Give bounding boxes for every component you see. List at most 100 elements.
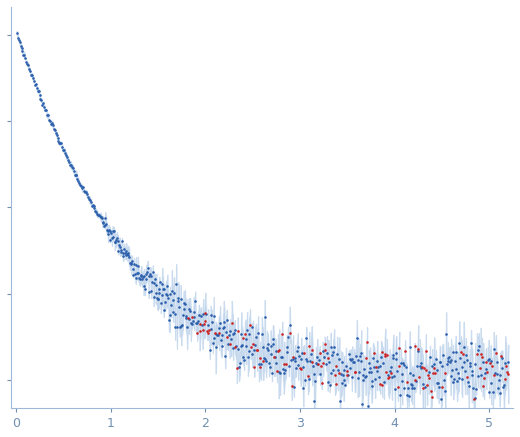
Point	[472, 385, 480, 392]
Point	[147, 287, 155, 294]
Point	[282, 348, 291, 355]
Point	[293, 343, 302, 350]
Point	[253, 346, 262, 353]
Point	[496, 371, 504, 378]
Point	[424, 374, 433, 381]
Point	[431, 370, 439, 377]
Point	[453, 378, 461, 385]
Point	[438, 363, 447, 370]
Point	[54, 138, 62, 145]
Point	[387, 363, 395, 370]
Point	[194, 318, 202, 325]
Point	[121, 249, 129, 256]
Point	[229, 345, 238, 352]
Point	[370, 350, 378, 357]
Point	[16, 39, 24, 46]
Point	[67, 161, 75, 168]
Point	[133, 269, 141, 276]
Point	[246, 322, 254, 329]
Point	[379, 381, 387, 388]
Point	[149, 268, 157, 275]
Point	[306, 358, 314, 365]
Point	[89, 203, 98, 210]
Point	[301, 377, 309, 384]
Point	[271, 348, 280, 355]
Point	[454, 375, 463, 382]
Point	[354, 356, 362, 363]
Point	[457, 349, 465, 356]
Point	[480, 375, 488, 382]
Point	[449, 378, 458, 385]
Point	[471, 361, 479, 368]
Point	[488, 362, 497, 369]
Point	[489, 388, 497, 395]
Point	[63, 154, 71, 161]
Point	[210, 313, 218, 320]
Point	[245, 331, 254, 338]
Point	[214, 332, 222, 339]
Point	[365, 360, 373, 367]
Point	[109, 227, 117, 234]
Point	[102, 226, 111, 233]
Point	[185, 316, 193, 323]
Point	[239, 335, 247, 342]
Point	[376, 381, 384, 388]
Point	[51, 130, 60, 137]
Point	[98, 215, 106, 222]
Point	[478, 382, 487, 389]
Point	[56, 140, 64, 147]
Point	[146, 271, 154, 277]
Point	[417, 359, 425, 366]
Point	[280, 361, 289, 368]
Point	[33, 87, 42, 94]
Point	[259, 357, 267, 364]
Point	[362, 355, 371, 362]
Point	[239, 354, 248, 361]
Point	[206, 346, 214, 353]
Point	[356, 357, 365, 364]
Point	[357, 350, 366, 357]
Point	[180, 305, 188, 312]
Point	[45, 117, 53, 124]
Point	[31, 81, 39, 88]
Point	[178, 322, 186, 329]
Point	[158, 281, 166, 288]
Point	[188, 314, 197, 321]
Point	[154, 295, 162, 302]
Point	[175, 303, 183, 310]
Point	[23, 60, 31, 67]
Point	[372, 368, 381, 375]
Point	[316, 349, 324, 356]
Point	[181, 315, 190, 322]
Point	[435, 358, 444, 365]
Point	[152, 281, 161, 288]
Point	[286, 329, 294, 336]
Point	[144, 265, 152, 272]
Point	[165, 312, 174, 319]
Point	[285, 322, 294, 329]
Point	[476, 351, 485, 358]
Point	[433, 380, 441, 387]
Point	[117, 248, 125, 255]
Point	[72, 171, 81, 178]
Point	[340, 377, 348, 384]
Point	[233, 364, 241, 371]
Point	[219, 318, 228, 325]
Point	[14, 34, 22, 41]
Point	[90, 205, 99, 212]
Point	[283, 344, 292, 351]
Point	[21, 54, 30, 61]
Point	[171, 324, 179, 331]
Point	[25, 65, 33, 72]
Point	[442, 331, 450, 338]
Point	[413, 362, 421, 369]
Point	[279, 365, 287, 372]
Point	[335, 355, 344, 362]
Point	[154, 285, 163, 292]
Point	[198, 326, 206, 333]
Point	[187, 319, 195, 326]
Point	[465, 382, 473, 389]
Point	[325, 359, 333, 366]
Point	[327, 370, 335, 377]
Point	[151, 276, 159, 283]
